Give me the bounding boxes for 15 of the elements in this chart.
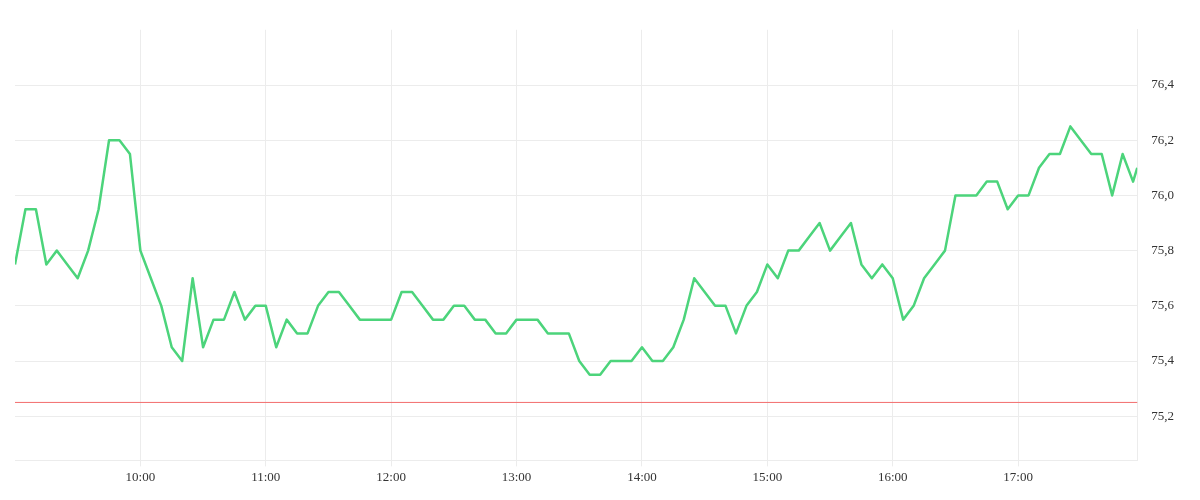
x-tick-label: 16:00 — [877, 468, 908, 484]
x-tick-label: 10:00 — [125, 468, 156, 484]
y-tick-label: 75,8 — [1151, 242, 1174, 258]
x-tick-label: 12:00 — [376, 468, 406, 484]
y-tick-label: 76,4 — [1151, 76, 1175, 92]
x-tick-label: 11:00 — [251, 468, 281, 484]
x-tick-label: 15:00 — [752, 468, 783, 484]
y-tick-label: 76,2 — [1151, 131, 1174, 147]
y-tick-label: 75,2 — [1151, 407, 1174, 423]
x-tick-label: 13:00 — [501, 468, 532, 484]
y-tick-label: 75,4 — [1151, 352, 1175, 368]
y-tick-label: 76,0 — [1151, 186, 1174, 202]
y-tick-label: 75,6 — [1151, 297, 1175, 313]
x-tick-label: 14:00 — [627, 468, 657, 484]
x-tick-label: 17:00 — [1003, 468, 1033, 484]
